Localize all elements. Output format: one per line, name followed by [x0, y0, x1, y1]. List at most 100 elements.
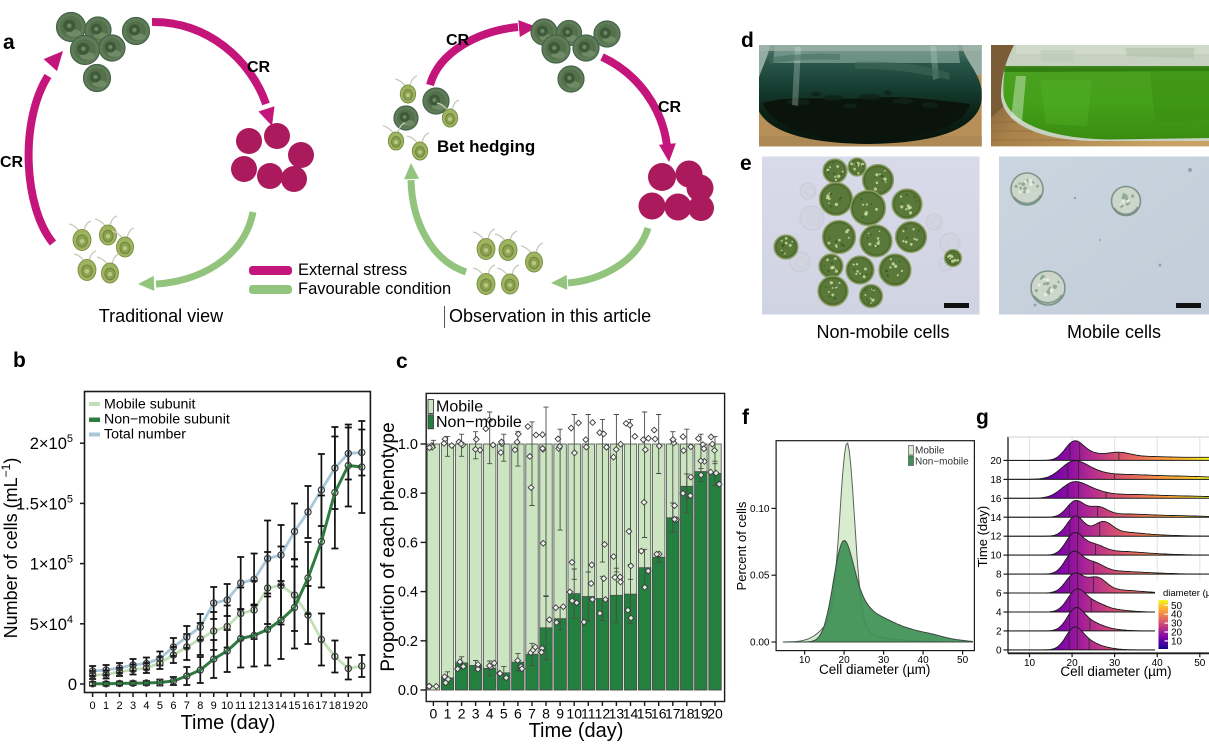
svg-text:10: 10	[221, 700, 233, 712]
svg-text:6: 6	[170, 700, 176, 712]
svg-text:5×104: 5×104	[30, 614, 73, 634]
svg-text:12: 12	[990, 532, 1002, 543]
svg-text:d: d	[741, 29, 754, 52]
svg-text:CR: CR	[658, 99, 682, 116]
svg-text:1: 1	[444, 706, 452, 722]
svg-text:External stress: External stress	[298, 261, 407, 279]
svg-text:6: 6	[514, 706, 522, 722]
svg-text:0: 0	[996, 645, 1002, 656]
svg-text:Total number: Total number	[104, 427, 186, 443]
svg-text:2: 2	[996, 626, 1002, 637]
svg-text:50: 50	[957, 655, 969, 666]
svg-text:17: 17	[315, 700, 327, 712]
svg-text:40: 40	[1171, 610, 1183, 621]
svg-text:2: 2	[458, 706, 466, 722]
svg-text:30: 30	[1171, 619, 1183, 630]
svg-text:0.4: 0.4	[398, 585, 418, 601]
svg-text:10: 10	[990, 551, 1002, 562]
svg-text:11: 11	[581, 706, 596, 722]
svg-text:6: 6	[996, 589, 1002, 600]
svg-text:Favourable condition: Favourable condition	[298, 280, 451, 298]
svg-text:20: 20	[356, 700, 368, 712]
svg-text:20: 20	[839, 655, 851, 666]
svg-text:18: 18	[990, 475, 1002, 486]
svg-text:Mobile cells: Mobile cells	[1067, 322, 1161, 342]
svg-text:2×105: 2×105	[30, 433, 73, 453]
svg-text:10: 10	[1171, 636, 1183, 647]
svg-text:Time (day): Time (day)	[975, 506, 990, 568]
svg-text:10: 10	[1024, 658, 1036, 669]
svg-text:19: 19	[342, 700, 354, 712]
svg-text:15: 15	[637, 706, 653, 722]
svg-text:b: b	[13, 349, 26, 372]
svg-text:Number of cells (mL−1): Number of cells (mL−1)	[0, 458, 21, 639]
svg-text:14: 14	[990, 513, 1002, 524]
svg-text:Bet hedging: Bet hedging	[437, 137, 535, 156]
svg-text:0.2: 0.2	[398, 634, 418, 650]
svg-text:f: f	[742, 406, 750, 429]
svg-text:8: 8	[542, 706, 550, 722]
svg-text:0.10: 0.10	[750, 504, 770, 515]
svg-text:4: 4	[143, 700, 149, 712]
svg-text:e: e	[740, 152, 752, 175]
svg-text:0: 0	[68, 676, 77, 694]
svg-text:16: 16	[651, 706, 667, 722]
svg-text:18: 18	[679, 706, 695, 722]
svg-text:0: 0	[90, 700, 96, 712]
svg-text:1×105: 1×105	[30, 554, 73, 574]
svg-text:Non−mobile: Non−mobile	[915, 457, 969, 468]
svg-text:17: 17	[665, 706, 681, 722]
svg-text:Cell diameter (µm): Cell diameter (µm)	[819, 662, 930, 677]
svg-text:14: 14	[623, 706, 639, 722]
svg-text:13: 13	[609, 706, 625, 722]
svg-text:Non-mobile cells: Non-mobile cells	[816, 322, 949, 342]
svg-text:a: a	[3, 31, 15, 54]
svg-text:4: 4	[486, 706, 494, 722]
svg-text:c: c	[396, 350, 408, 373]
svg-text:Percent of cells: Percent of cells	[734, 501, 749, 590]
svg-text:4: 4	[996, 608, 1002, 619]
svg-text:9: 9	[211, 700, 217, 712]
svg-text:Mobile: Mobile	[915, 446, 945, 457]
svg-text:7: 7	[528, 706, 536, 722]
svg-text:0.05: 0.05	[750, 571, 770, 582]
svg-text:0.6: 0.6	[398, 535, 418, 551]
svg-text:CR: CR	[446, 32, 470, 49]
svg-text:20: 20	[1067, 658, 1079, 669]
svg-text:14: 14	[275, 700, 287, 712]
svg-text:3: 3	[472, 706, 480, 722]
svg-text:20: 20	[1171, 628, 1183, 639]
svg-text:CR: CR	[0, 154, 24, 171]
svg-text:10: 10	[566, 706, 582, 722]
svg-text:40: 40	[918, 655, 930, 666]
svg-text:8: 8	[996, 570, 1002, 581]
svg-text:1.0: 1.0	[398, 437, 418, 453]
svg-text:10: 10	[799, 655, 811, 666]
svg-text:5: 5	[500, 706, 508, 722]
svg-text:Non−mobile: Non−mobile	[436, 414, 522, 431]
svg-text:8: 8	[197, 700, 203, 712]
svg-text:9: 9	[556, 706, 564, 722]
svg-text:30: 30	[1109, 658, 1121, 669]
svg-text:CR: CR	[247, 59, 271, 76]
svg-text:16: 16	[990, 494, 1002, 505]
svg-text:Non−mobile subunit: Non−mobile subunit	[104, 412, 230, 428]
svg-text:50: 50	[1194, 658, 1206, 669]
svg-text:1: 1	[103, 700, 109, 712]
svg-text:Time (day): Time (day)	[529, 720, 624, 742]
svg-text:11: 11	[235, 700, 246, 712]
svg-text:g: g	[976, 406, 989, 429]
svg-text:Proportion of each phenotype: Proportion of each phenotype	[378, 422, 399, 671]
svg-text:0.8: 0.8	[398, 486, 418, 502]
svg-text:15: 15	[288, 700, 300, 712]
svg-text:diameter (µm): diameter (µm)	[1163, 588, 1209, 599]
svg-text:12: 12	[595, 706, 611, 722]
svg-text:18: 18	[329, 700, 341, 712]
svg-text:20: 20	[990, 456, 1002, 467]
svg-text:0: 0	[430, 706, 438, 722]
svg-text:Observation in this article: Observation in this article	[449, 306, 651, 326]
svg-text:30: 30	[878, 655, 890, 666]
svg-text:1.5×105: 1.5×105	[16, 493, 73, 513]
svg-text:12: 12	[248, 700, 260, 712]
svg-text:Mobile subunit: Mobile subunit	[104, 397, 196, 413]
